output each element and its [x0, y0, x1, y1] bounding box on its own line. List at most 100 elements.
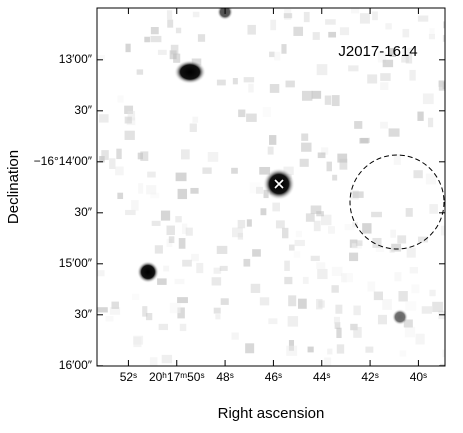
y-tick-label: −16°14′00″ [34, 154, 93, 168]
noise-pixel [422, 93, 434, 105]
noise-pixel [181, 149, 190, 160]
noise-pixel [427, 117, 434, 128]
x-tick-label: 48ˢ [216, 370, 233, 384]
noise-pixel [324, 357, 332, 366]
noise-pixel [97, 270, 105, 277]
noise-pixel [191, 253, 199, 262]
noise-pixel [359, 138, 369, 144]
noise-pixel [324, 95, 332, 105]
noise-pixel [283, 166, 294, 175]
noise-pixel [405, 53, 413, 64]
noise-pixel [232, 78, 238, 85]
noise-pixel [429, 289, 436, 297]
noise-pixel [380, 82, 389, 91]
noise-pixel [402, 47, 413, 54]
noise-pixel [125, 43, 131, 53]
noise-pixel [305, 213, 315, 222]
noise-pixel [337, 153, 348, 163]
noise-pixel [382, 299, 392, 310]
noise-pixel [372, 237, 382, 248]
x-axis-label: Right ascension [218, 405, 325, 422]
noise-pixel [263, 189, 269, 199]
noise-pixel [140, 151, 149, 161]
noise-pixel [404, 326, 416, 338]
noise-pixel [247, 24, 256, 35]
noise-pixel [351, 243, 362, 249]
noise-pixel [334, 322, 341, 329]
noise-pixel [303, 11, 310, 23]
noise-pixel [332, 174, 338, 181]
x-tick-label: 20ʰ17ᵐ50ˢ [149, 370, 205, 384]
noise-pixel [301, 90, 313, 101]
noise-pixel [317, 152, 326, 159]
noise-pixel [238, 109, 246, 118]
noise-pixel [403, 319, 413, 328]
source [137, 261, 159, 283]
noise-pixel [351, 8, 360, 14]
noise-pixel [286, 345, 298, 356]
noise-pixel [405, 208, 413, 217]
noise-pixel [109, 307, 121, 315]
noise-pixel [429, 28, 435, 35]
noise-pixel [124, 105, 134, 114]
noise-pixel [246, 219, 252, 227]
noise-pixel [132, 293, 140, 300]
noise-pixel [432, 301, 443, 313]
noise-pixel [288, 244, 295, 251]
noise-pixel [299, 158, 309, 167]
noise-pixel [182, 223, 188, 234]
noise-pixel [213, 267, 222, 274]
noise-pixel [421, 306, 432, 314]
noise-pixel [175, 27, 182, 34]
noise-pixel [348, 65, 359, 72]
noise-pixel [215, 314, 221, 320]
noise-pixel [127, 110, 136, 121]
noise-pixel [443, 21, 445, 29]
noise-pixel [440, 225, 445, 236]
noise-pixel [371, 211, 382, 218]
noise-pixel [409, 69, 416, 81]
noise-pixel [252, 249, 261, 257]
noise-pixel [321, 147, 329, 155]
noise-pixel [245, 343, 255, 354]
noise-pixel [97, 55, 105, 61]
noise-pixel [375, 244, 385, 253]
y-tick-label: 30″ [74, 103, 92, 117]
noise-pixel [339, 27, 350, 36]
noise-pixel [160, 210, 171, 221]
noise-pixel [359, 13, 370, 24]
noise-pixel [99, 114, 109, 123]
noise-pixel [269, 51, 275, 58]
noise-pixel [417, 15, 429, 22]
noise-pixel [220, 298, 229, 305]
noise-pixel [166, 10, 173, 20]
noise-pixel [124, 130, 135, 140]
y-tick-label: 13′00″ [59, 52, 93, 66]
noise-pixel [174, 278, 185, 285]
noise-pixel [145, 313, 153, 321]
noise-pixel [401, 55, 409, 63]
noise-pixel [237, 219, 246, 229]
noise-pixel [425, 173, 436, 185]
noise-pixel [237, 232, 244, 240]
noise-pixel [326, 161, 332, 172]
noise-pixel [190, 187, 199, 194]
noise-pixel [388, 128, 400, 137]
noise-pixel [117, 95, 124, 103]
noise-pixel [393, 154, 401, 165]
noise-pixel [249, 182, 261, 194]
noise-pixel [362, 223, 372, 234]
noise-pixel [269, 84, 280, 93]
noise-pixel [285, 80, 295, 88]
noise-pixel [365, 346, 374, 353]
noise-pixel [175, 172, 187, 182]
noise-pixel [442, 34, 445, 42]
noise-pixel [136, 69, 144, 75]
frame [96, 7, 446, 367]
noise-pixel [367, 74, 378, 84]
noise-pixel [250, 283, 261, 293]
noise-pixel [246, 113, 257, 122]
noise-pixel [142, 306, 148, 317]
noise-pixel [268, 318, 278, 325]
